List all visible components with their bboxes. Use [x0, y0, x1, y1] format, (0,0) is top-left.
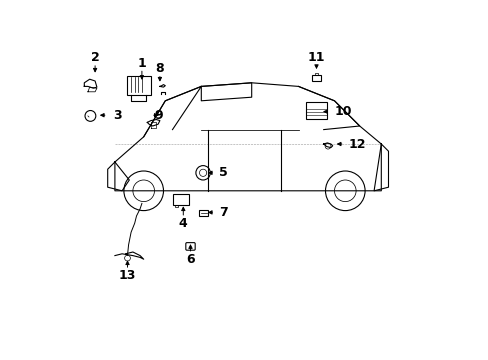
Text: 9: 9 [154, 109, 163, 122]
Bar [199, 210, 208, 216]
Bar [305, 102, 326, 119]
Text: 11: 11 [307, 51, 325, 64]
Text: 4: 4 [179, 217, 187, 230]
Text: 1: 1 [137, 57, 146, 69]
Bar [172, 194, 188, 205]
Text: 7: 7 [219, 206, 227, 219]
Bar [127, 76, 151, 95]
Text: 2: 2 [91, 51, 99, 64]
Bar [311, 75, 321, 81]
Text: 12: 12 [348, 138, 366, 150]
Text: 6: 6 [186, 253, 194, 266]
Text: 13: 13 [119, 269, 136, 282]
Text: 5: 5 [219, 166, 227, 179]
Text: 8: 8 [155, 62, 164, 75]
Text: 3: 3 [113, 109, 122, 122]
Text: 10: 10 [334, 105, 351, 118]
